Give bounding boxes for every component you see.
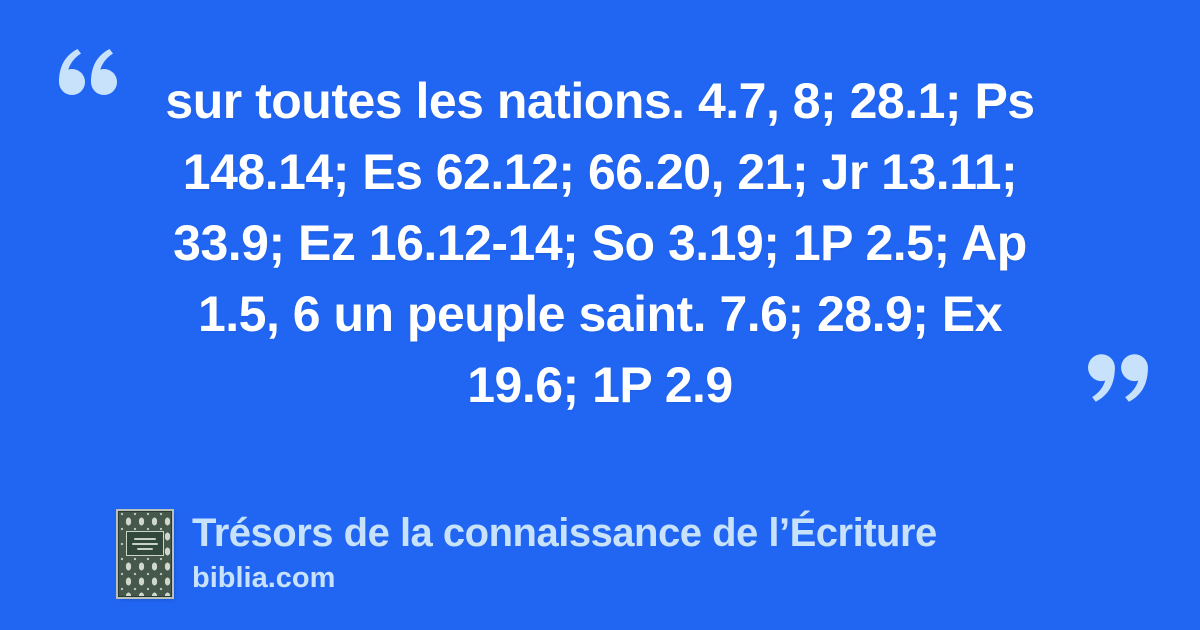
quote-line: sur toutes les nations. 4.7, 8; 28.1; Ps xyxy=(165,73,1035,129)
close-quote-icon: ” xyxy=(1088,354,1150,402)
quote-line: 33.9; Ez 16.12-14; So 3.19; 1P 2.5; Ap xyxy=(173,215,1027,271)
book-cover-thumbnail xyxy=(118,511,172,597)
open-quote-icon: “ xyxy=(57,48,117,96)
book-cover-label xyxy=(126,531,164,556)
quote-line: 148.14; Es 62.12; 66.20, 21; Jr 13.11; xyxy=(182,144,1018,200)
source-text: Trésors de la connaissance de l’Écriture… xyxy=(192,511,937,593)
quote-line: 1.5, 6 un peuple saint. 7.6; 28.9; Ex xyxy=(197,286,1003,342)
quote-line: 19.6; 1P 2.9 xyxy=(467,357,733,413)
source-attribution: Trésors de la connaissance de l’Écriture… xyxy=(118,511,937,597)
quote-text: sur toutes les nations. 4.7, 8; 28.1; Ps… xyxy=(40,66,1160,421)
source-site: biblia.com xyxy=(192,562,336,594)
source-title: Trésors de la connaissance de l’Écriture xyxy=(192,511,937,555)
